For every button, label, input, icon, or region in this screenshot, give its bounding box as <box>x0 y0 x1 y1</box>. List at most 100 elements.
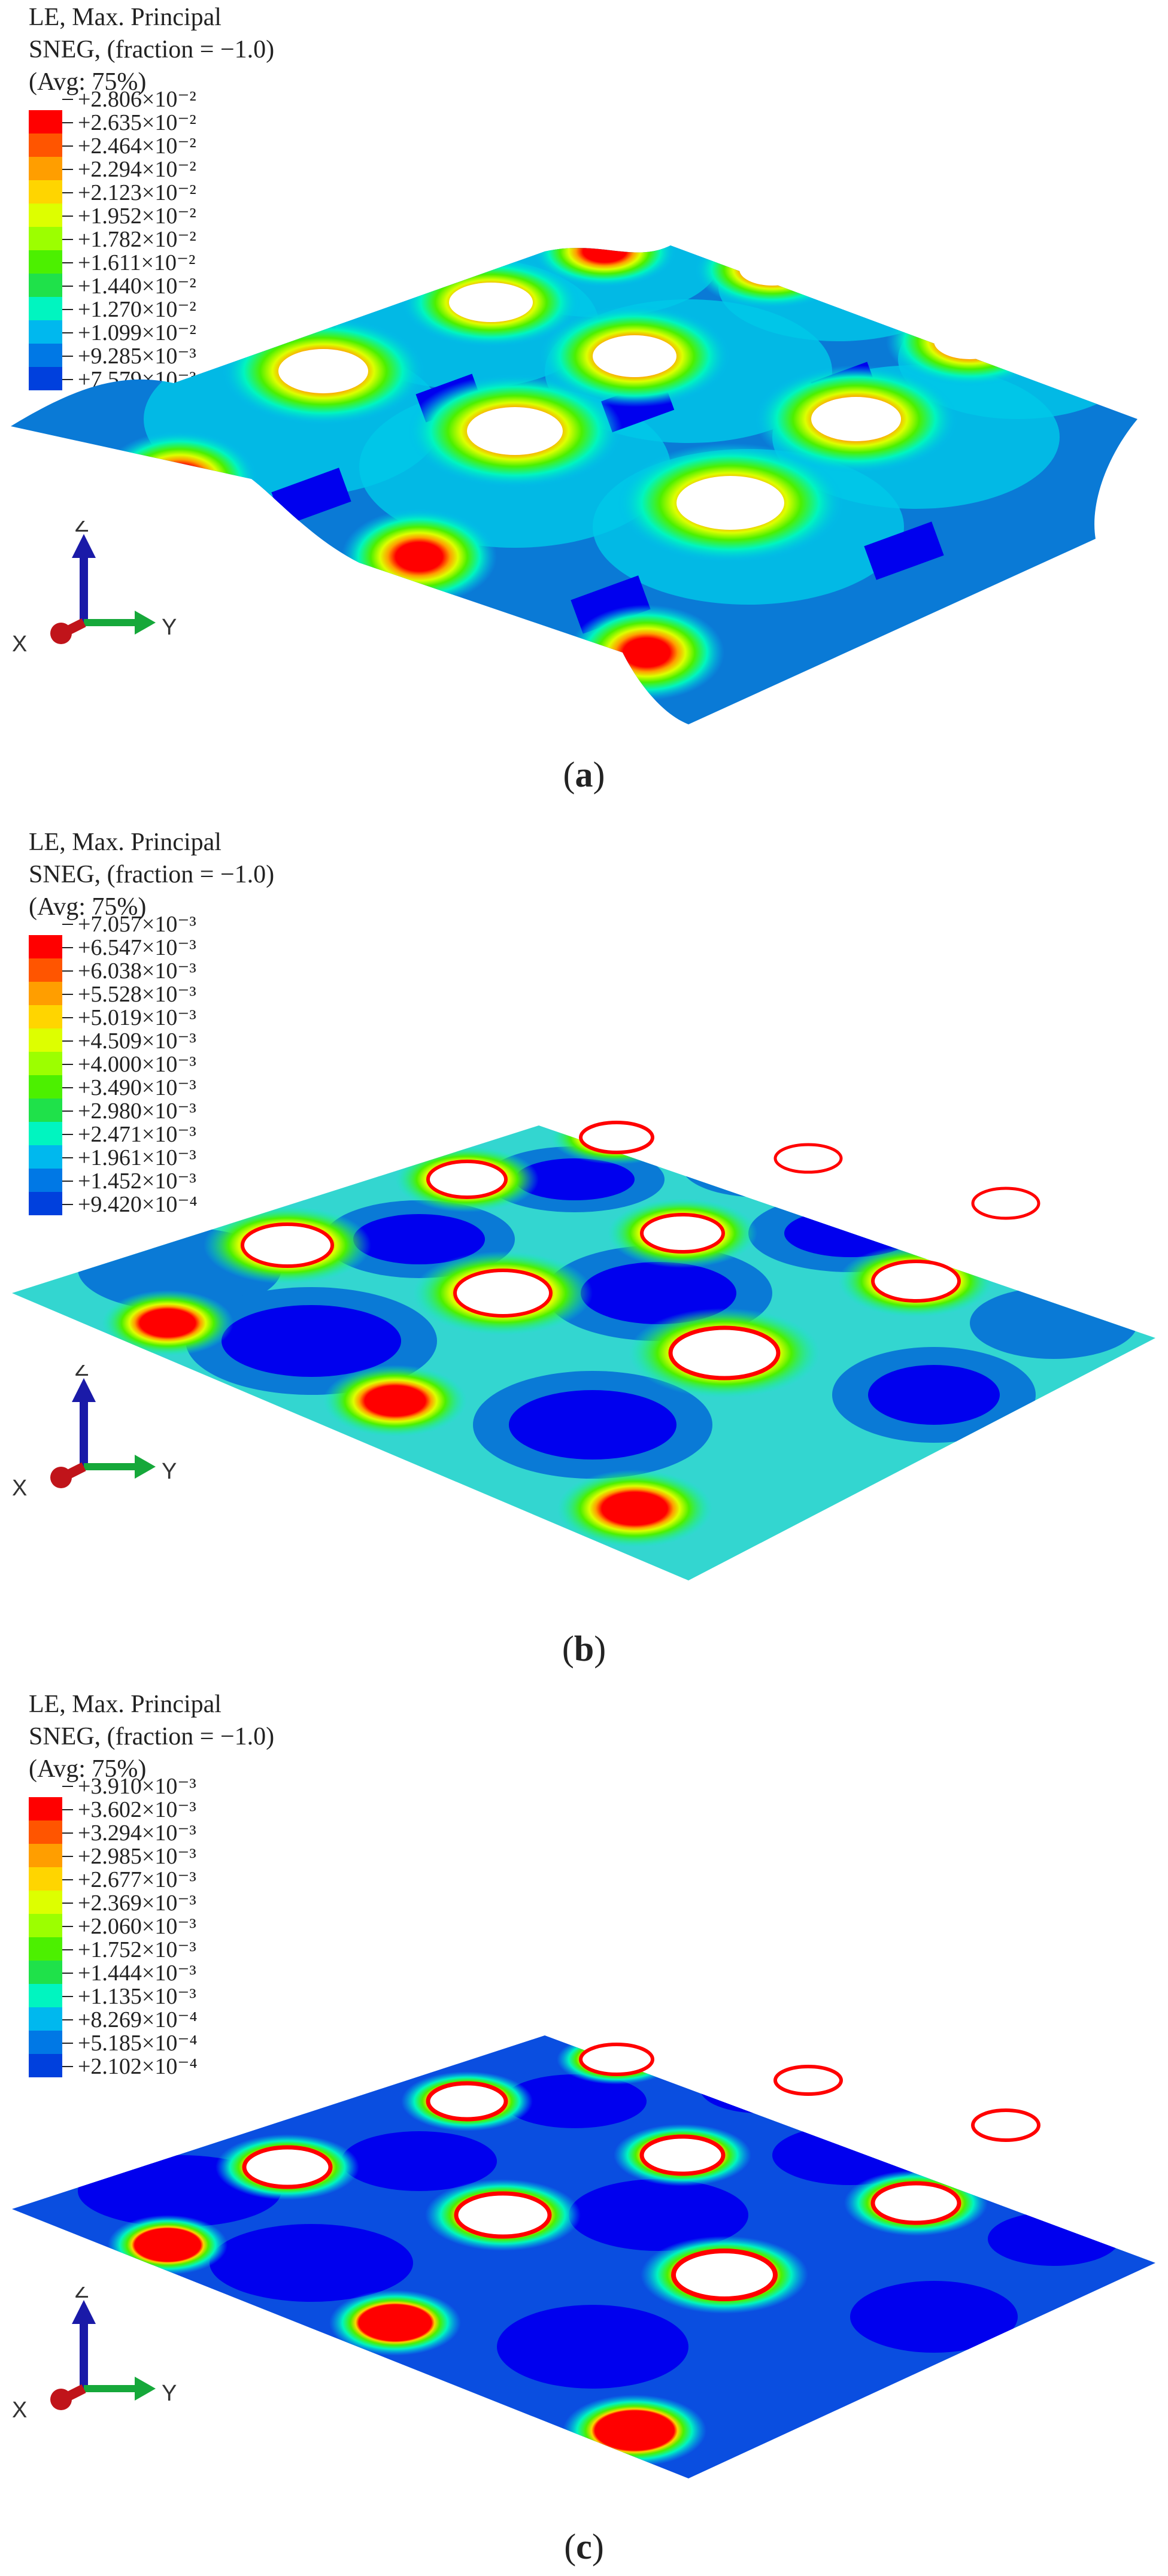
legend-swatch <box>29 1937 62 1961</box>
legend-header: LE, Max. Principal SNEG, (fraction = −1.… <box>29 1 274 98</box>
legend-tick <box>62 356 73 357</box>
legend-value: +1.952×10⁻² <box>78 204 196 229</box>
legend-tick <box>62 2043 73 2044</box>
legend-tick <box>62 1903 73 1904</box>
deformed-plate-contour <box>12 1121 1155 1580</box>
figure-caption: (b) <box>562 1629 606 1668</box>
legend-tick <box>62 99 73 100</box>
legend-value: +2.123×10⁻² <box>78 180 196 205</box>
y-axis-label: Y <box>162 615 177 640</box>
legend-swatch <box>29 1169 62 1192</box>
legend-tick <box>62 332 73 333</box>
panel-a: LE, Max. Principal SNEG, (fraction = −1.… <box>0 0 1168 826</box>
legend-swatch <box>29 1797 62 1821</box>
legend-tick <box>62 286 73 287</box>
legend-tick <box>62 1786 73 1787</box>
legend-avg: (Avg: 75%) <box>29 893 147 921</box>
legend-tick <box>62 309 73 310</box>
legend-swatch <box>29 1052 62 1075</box>
legend-tick <box>62 1064 73 1065</box>
x-axis-label: X <box>12 2398 27 2423</box>
legend-swatch <box>29 2007 62 2031</box>
legend-title: LE, Max. Principal <box>29 4 222 31</box>
legend-tick <box>62 2019 73 2020</box>
caption-letter: a <box>575 755 593 794</box>
y-axis-label: Y <box>162 2381 177 2406</box>
legend-swatch <box>29 1821 62 1844</box>
legend-swatch <box>29 180 62 204</box>
legend-value: +1.444×10⁻³ <box>78 1961 196 1986</box>
legend-tick <box>62 1996 73 1997</box>
figure-caption: (c) <box>564 2527 604 2566</box>
legend-tick <box>62 1832 73 1834</box>
legend-tick <box>62 924 73 925</box>
legend-swatch <box>29 1891 62 1914</box>
legend-value: +6.547×10⁻³ <box>78 935 196 960</box>
z-axis-label: Z <box>75 1365 89 1381</box>
legend-swatch <box>29 367 62 390</box>
legend-value: +1.452×10⁻³ <box>78 1169 196 1194</box>
legend-tick <box>62 994 73 995</box>
legend-value: +1.135×10⁻³ <box>78 1984 196 2009</box>
legend-swatch <box>29 157 62 180</box>
legend-tick <box>62 1856 73 1857</box>
legend-tick <box>62 262 73 263</box>
legend-value: +5.019×10⁻³ <box>78 1005 196 1030</box>
legend-value: +3.910×10⁻³ <box>78 1774 196 1799</box>
legend-tick <box>62 1926 73 1927</box>
deformed-plate-contour <box>11 245 1137 724</box>
legend-swatch <box>29 1028 62 1052</box>
x-axis-label: X <box>12 1476 27 1501</box>
legend-tick <box>62 1040 73 1042</box>
legend-value: +2.985×10⁻³ <box>78 1844 196 1869</box>
legend-tick <box>62 1110 73 1112</box>
legend-value: +2.369×10⁻³ <box>78 1891 196 1916</box>
legend-tick <box>62 145 73 147</box>
legend-tick <box>62 2066 73 2067</box>
legend-value: +9.420×10⁻⁴ <box>78 1192 198 1217</box>
legend-value: +1.961×10⁻³ <box>78 1145 196 1170</box>
z-axis-label: Z <box>75 521 89 537</box>
legend-header: LE, Max. Principal SNEG, (fraction = −1.… <box>29 1688 274 1785</box>
caption-letter: b <box>574 1629 594 1668</box>
legend-tick <box>62 122 73 123</box>
legend-value: +3.294×10⁻³ <box>78 1821 196 1846</box>
legend-tick <box>62 379 73 380</box>
legend-swatch <box>29 2054 62 2077</box>
legend-swatch <box>29 1961 62 1984</box>
legend-tick <box>62 1017 73 1018</box>
legend-value: +2.464×10⁻² <box>78 133 196 159</box>
legend-value: +1.611×10⁻² <box>78 250 196 275</box>
legend-value: +2.102×10⁻⁴ <box>78 2054 198 2079</box>
legend-swatch <box>29 1192 62 1215</box>
legend-swatch <box>29 110 62 133</box>
legend-avg: (Avg: 75%) <box>29 68 147 96</box>
legend-tick <box>62 1949 73 1950</box>
legend-value: +6.038×10⁻³ <box>78 958 196 984</box>
legend-tick <box>62 1181 73 1182</box>
legend-value: +5.185×10⁻⁴ <box>78 2031 198 2056</box>
legend-value: +9.285×10⁻³ <box>78 344 196 369</box>
legend-value: +2.294×10⁻² <box>78 157 196 182</box>
panel-b: LE, Max. Principal SNEG, (fraction = −1.… <box>0 826 1168 1688</box>
x-axis-label: X <box>12 632 27 657</box>
legend-value: +3.602×10⁻³ <box>78 1797 196 1822</box>
legend-title: LE, Max. Principal <box>29 1691 222 1718</box>
legend-tick <box>62 1204 73 1205</box>
z-axis-label: Z <box>75 2287 89 2303</box>
legend-value: +1.752×10⁻³ <box>78 1937 196 1962</box>
legend-tick <box>62 1157 73 1158</box>
legend-swatch <box>29 1122 62 1145</box>
legend-swatch <box>29 344 62 367</box>
axis-triad: Z X Y <box>12 1365 177 1501</box>
legend-swatch <box>29 935 62 958</box>
legend-tick <box>62 192 73 193</box>
legend-avg: (Avg: 75%) <box>29 1755 147 1783</box>
legend-value: +1.782×10⁻² <box>78 227 196 252</box>
deformed-plate-contour <box>12 2035 1155 2478</box>
legend-swatch <box>29 1984 62 2007</box>
legend-subtitle: SNEG, (fraction = −1.0) <box>29 36 275 63</box>
legend-subtitle: SNEG, (fraction = −1.0) <box>29 1723 275 1750</box>
legend-tick <box>62 947 73 948</box>
legend-value: +7.057×10⁻³ <box>78 912 196 937</box>
